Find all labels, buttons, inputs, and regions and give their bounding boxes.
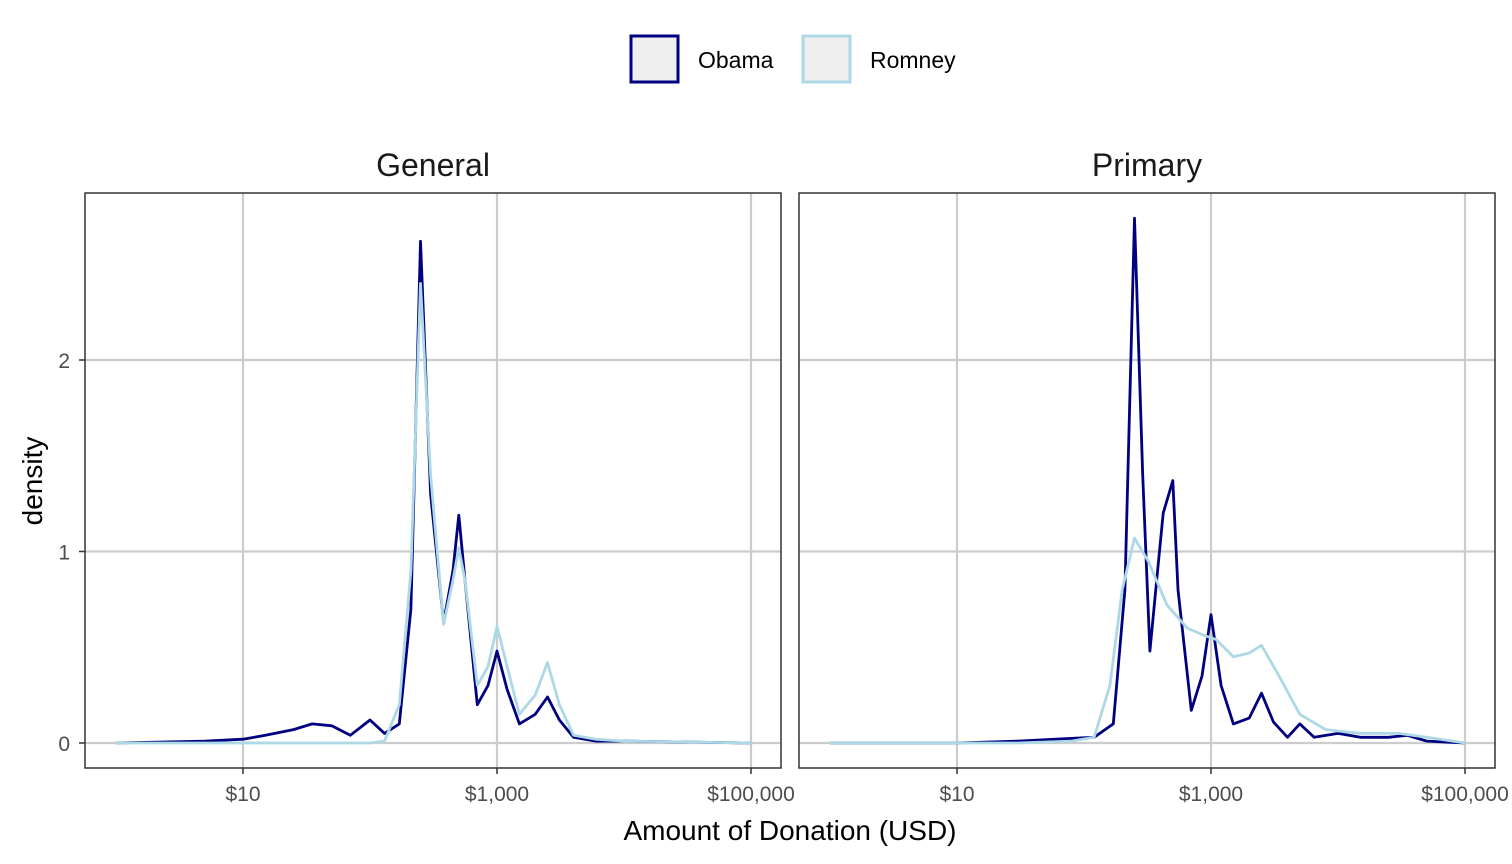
series-line-obama — [830, 216, 1466, 745]
y-axis-title: density — [17, 437, 48, 526]
panel-primary: Primary $10 $1,000 $100,000 — [798, 147, 1509, 806]
legend-label-romney: Romney — [870, 47, 956, 73]
x-tick-label: $100,000 — [707, 783, 795, 806]
panel-title-general: General — [376, 147, 490, 183]
y-axis-ticks: 0 1 2 — [58, 350, 85, 756]
panel-border — [798, 192, 1496, 769]
panel-general: General $10 $1,000 $100,000 — [84, 147, 795, 806]
facet-panels: General $10 $1,000 $100,000 Primary $10 $1,000… — [84, 147, 1509, 806]
gridlines — [799, 193, 1495, 768]
series-lines — [115, 239, 752, 745]
y-tick-label: 2 — [58, 350, 70, 373]
x-tick-label: $100,000 — [1421, 783, 1509, 806]
series-line-romney — [830, 536, 1466, 745]
legend-item-romney: Romney — [801, 34, 956, 84]
x-axis-title: Amount of Donation (USD) — [623, 815, 956, 846]
y-tick-label: 1 — [58, 542, 70, 565]
gridlines — [85, 193, 781, 768]
x-tick-label: $10 — [939, 783, 974, 806]
x-tick-label: $10 — [225, 783, 260, 806]
y-tick-label: 0 — [58, 733, 70, 756]
legend-label-obama: Obama — [698, 47, 774, 73]
panel-title-primary: Primary — [1092, 147, 1202, 183]
series-line-romney — [116, 282, 752, 745]
series-lines — [830, 216, 1466, 745]
x-tick-label: $1,000 — [465, 783, 529, 806]
legend-key-obama — [629, 34, 680, 84]
legend: Obama Romney — [629, 34, 956, 84]
legend-key-romney — [801, 34, 852, 84]
legend-item-obama: Obama — [629, 34, 774, 84]
x-tick-label: $1,000 — [1179, 783, 1243, 806]
panel-border — [84, 192, 782, 769]
